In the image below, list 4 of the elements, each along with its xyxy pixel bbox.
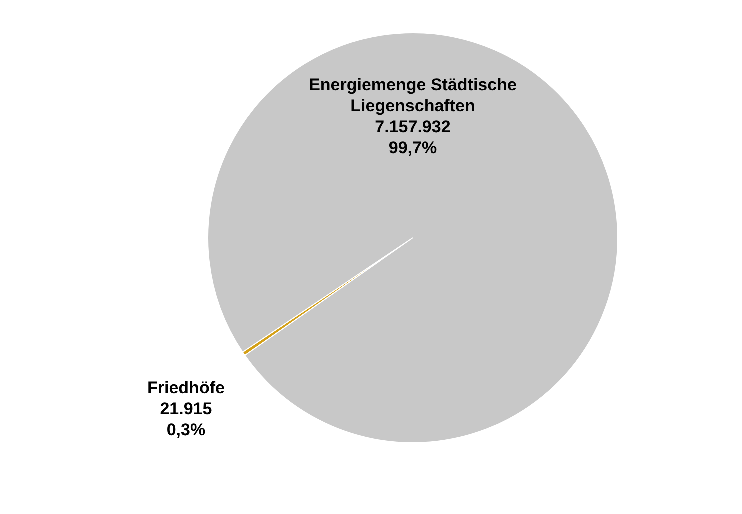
data-label: 21.915 0,3% — [160, 400, 212, 440]
data-label: 7.157.932 99,7% — [375, 117, 451, 158]
slice-label: Energiemenge Städtische Liegenschaften — [309, 75, 517, 116]
slice-label: Friedhöfe — [148, 378, 225, 398]
